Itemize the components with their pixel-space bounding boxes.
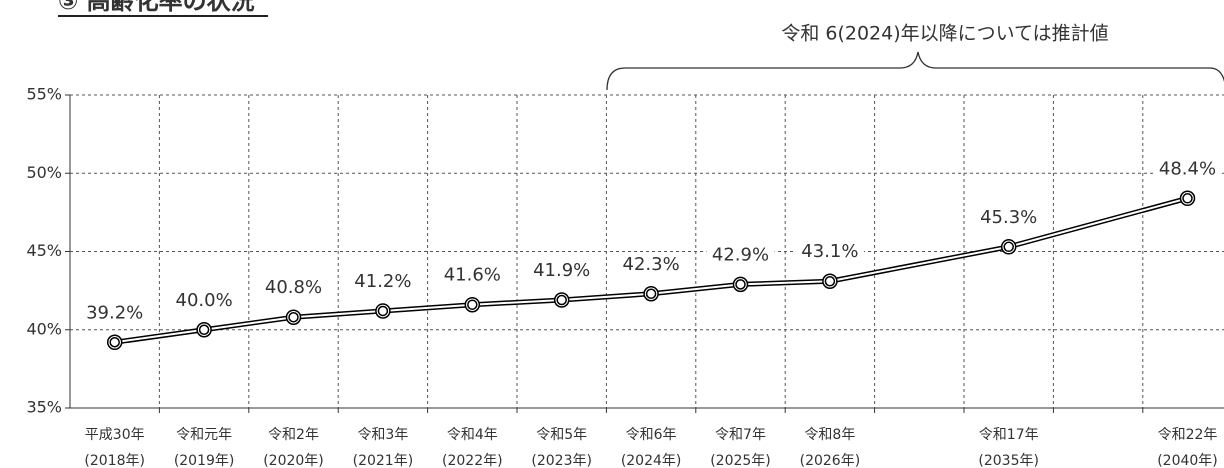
marker-inner [198,324,210,335]
annotation: 令和 6(2024)年以降については推計値 [781,23,1108,45]
label-bg [348,269,417,294]
marker-inner [109,337,120,348]
label-bg [1153,157,1222,182]
y-tick-label: 35% [26,398,62,417]
x-tick-label: (2040年) [1157,453,1218,468]
data-label: 41.2% [354,271,411,292]
label-bg [527,259,596,284]
marker-inner [467,299,478,310]
data-label: 39.2% [86,302,143,323]
y-tick-label: 55% [26,85,62,104]
marker-inner [556,294,567,306]
label-bg [170,288,239,313]
y-tick-label: 40% [26,319,62,338]
marker-inner [1003,241,1014,253]
x-tick-label: 令和17年 [979,427,1039,443]
x-tick-label: 令和8年 [804,427,855,443]
x-tick-label: (2018年) [84,453,145,468]
data-label: 40.0% [176,290,233,311]
x-tick-label: (2035年) [978,453,1039,468]
data-label: 41.6% [444,265,501,286]
brace [606,51,1224,91]
x-tick-label: 令和6年 [626,427,677,443]
label-bg [795,240,864,265]
marker-inner [824,275,836,287]
x-tick-label: (2024年) [621,453,682,468]
data-label: 48.4% [1159,158,1216,179]
x-tick-label: (2025年) [710,453,771,468]
x-tick-label: (2026年) [800,453,861,468]
label-bg [438,263,507,288]
label-bg [80,301,149,326]
x-tick-label: 令和4年 [447,427,498,443]
y-tick-label: 45% [26,241,62,260]
data-label: 42.9% [712,244,769,265]
data-label: 40.8% [265,277,322,298]
chart-title: ③ 高齢化率の状況 [58,0,255,15]
x-tick-label: 令和元年 [176,427,232,443]
marker-inner [1182,193,1193,204]
x-tick-label: (2019年) [174,453,235,468]
y-tick-label: 50% [26,163,62,182]
marker-inner [645,288,657,300]
data-label: 43.1% [801,241,858,262]
label-bg [617,252,686,277]
data-label: 45.3% [980,207,1037,228]
x-tick-label: 令和7年 [715,427,766,443]
marker-inner [288,311,299,323]
marker-inner [735,279,746,290]
x-tick-label: (2023年) [531,453,592,468]
label-bg [706,243,775,268]
x-tick-label: 令和5年 [536,427,587,443]
x-tick-label: 令和22年 [1158,427,1218,443]
data-label: 41.9% [533,260,590,281]
x-tick-label: 平成30年 [85,427,145,443]
x-tick-label: 令和2年 [268,427,319,443]
label-bg [259,276,328,301]
x-tick-label: (2022年) [442,453,503,468]
data-label: 42.3% [623,254,680,275]
marker-inner [377,305,389,317]
x-tick-label: (2021年) [353,453,414,468]
x-tick-label: (2020年) [263,453,324,468]
label-bg [974,205,1043,230]
x-tick-label: 令和3年 [357,427,408,443]
